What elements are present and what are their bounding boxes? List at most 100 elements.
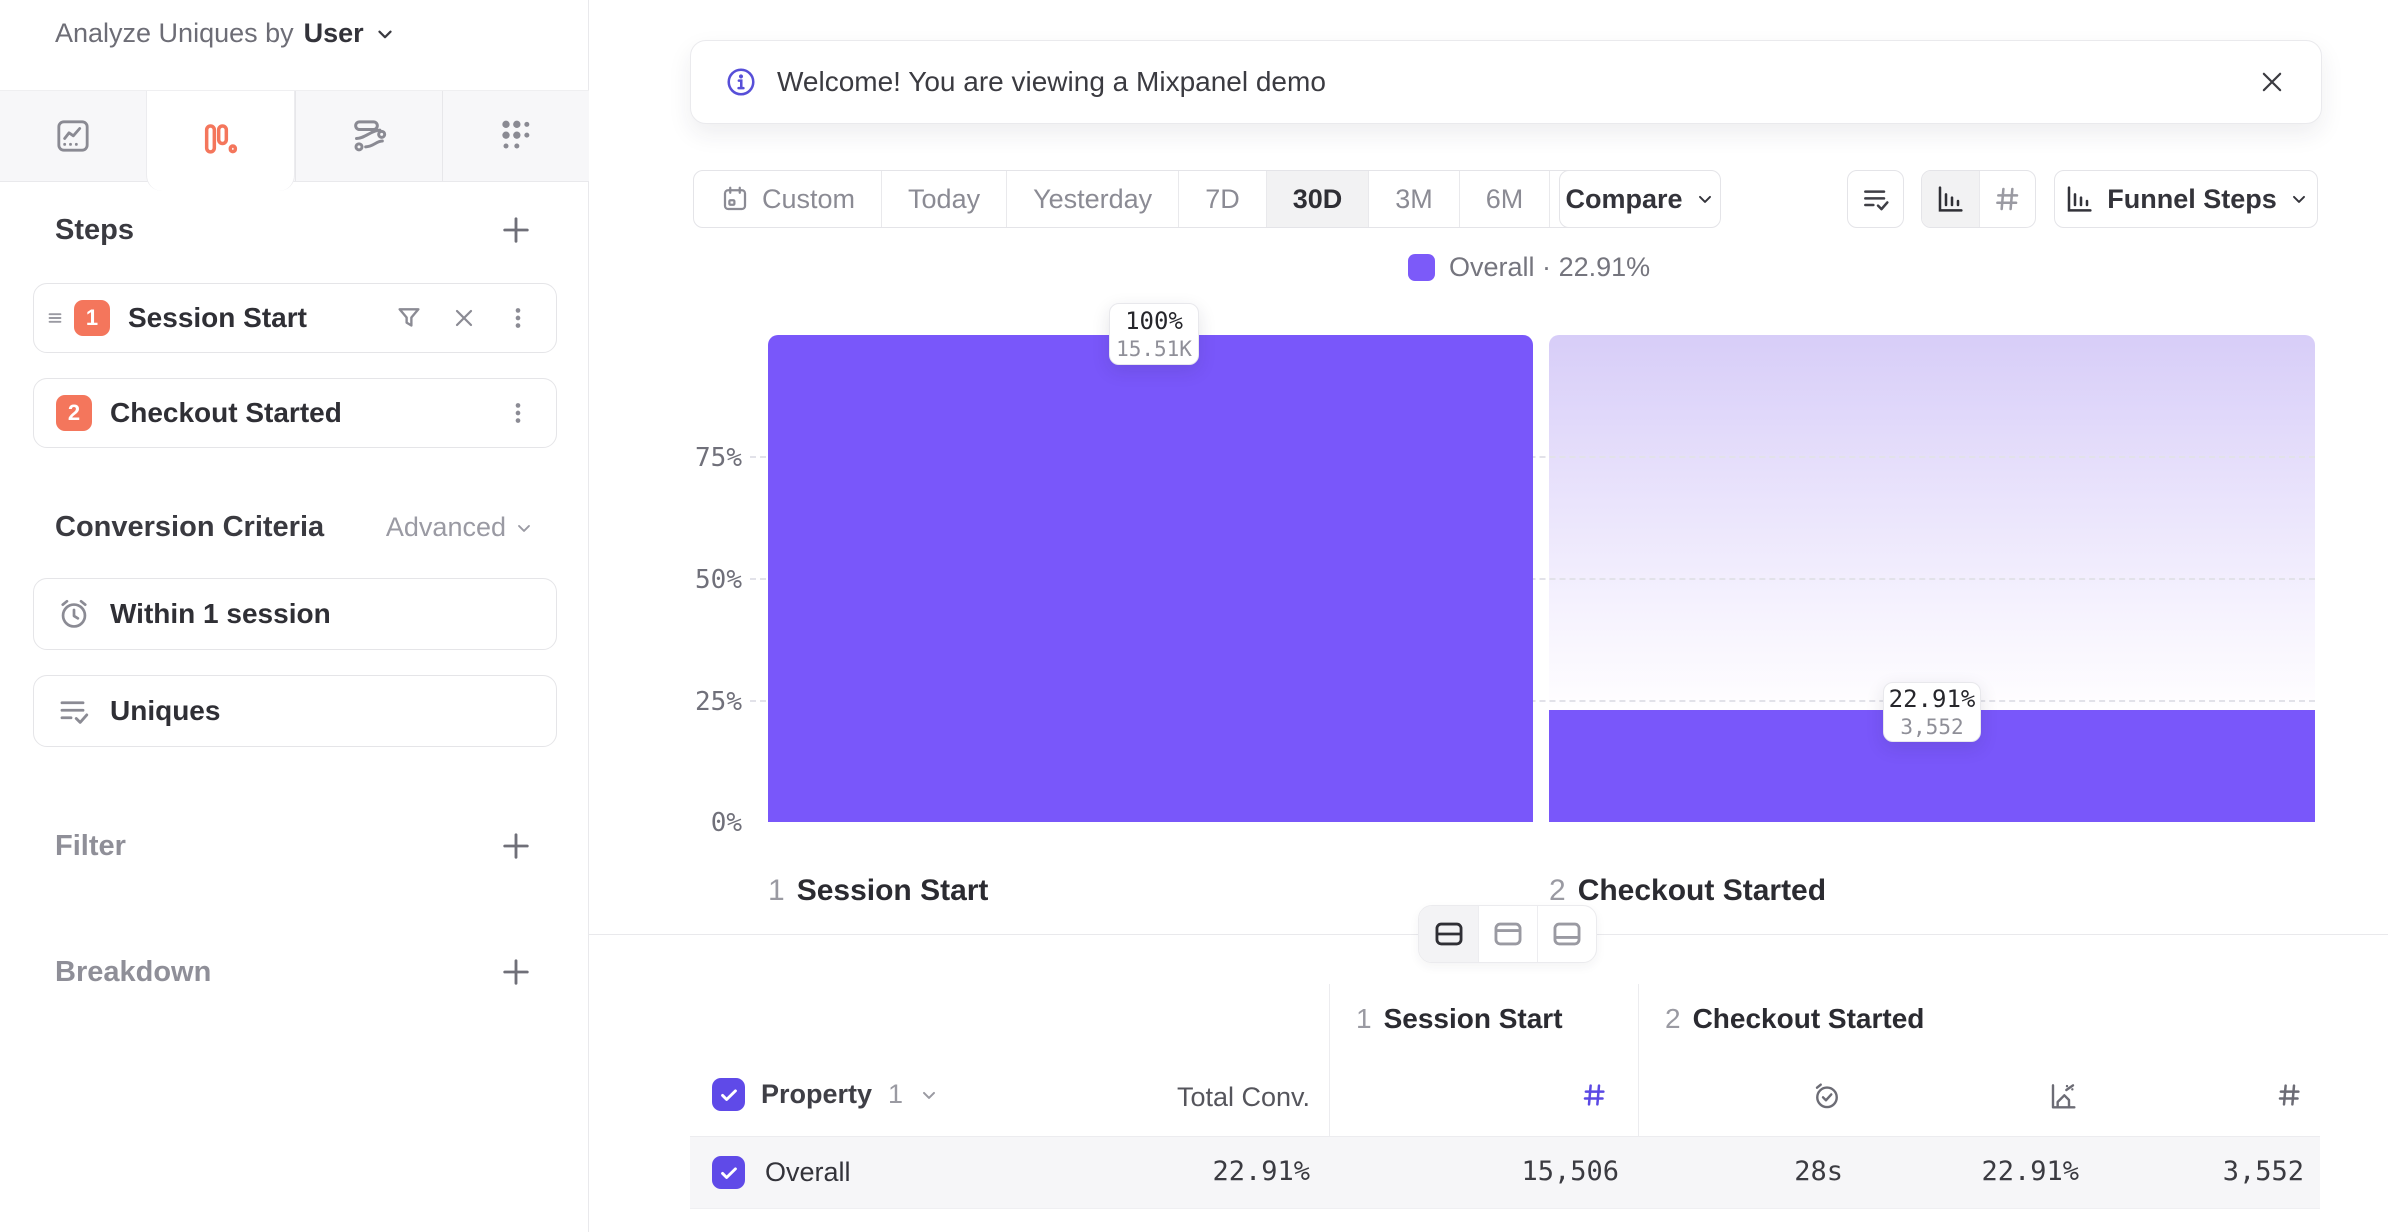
close-icon[interactable] bbox=[2257, 67, 2287, 97]
bar-chart-icon bbox=[2063, 183, 2095, 215]
funnel-bar-session-start[interactable] bbox=[768, 335, 1533, 822]
tooltip-percent: 100% bbox=[1125, 307, 1183, 335]
avg-time-column-header[interactable] bbox=[1753, 1080, 1843, 1112]
conversion-window-card[interactable]: Within 1 session bbox=[33, 578, 557, 650]
step-name: Checkout Started bbox=[1692, 1003, 1925, 1034]
calendar-icon bbox=[720, 184, 750, 214]
split-view-toggle[interactable] bbox=[1419, 906, 1478, 962]
advanced-label: Advanced bbox=[385, 512, 506, 542]
step-card-2[interactable]: 2 Checkout Started bbox=[33, 378, 557, 448]
breakdown-title: Breakdown bbox=[55, 955, 212, 988]
step-number: 2 bbox=[1665, 1003, 1681, 1034]
funnels-icon bbox=[200, 121, 240, 161]
date-range-label: 6M bbox=[1485, 183, 1524, 214]
select-all-checkbox[interactable] bbox=[712, 1078, 745, 1111]
tab-flows[interactable] bbox=[294, 91, 442, 181]
row-checkbox[interactable] bbox=[712, 1156, 745, 1189]
step-menu-kebab-icon[interactable] bbox=[504, 304, 532, 332]
add-step-button[interactable] bbox=[498, 212, 534, 248]
add-breakdown-button[interactable] bbox=[498, 954, 534, 990]
chevron-down-icon[interactable] bbox=[374, 23, 396, 45]
date-range-label: Custom bbox=[762, 183, 856, 214]
property-selector[interactable]: Property 1 bbox=[712, 1078, 939, 1111]
counting-method-card[interactable]: Uniques bbox=[33, 675, 557, 747]
step-number: 1 bbox=[768, 874, 785, 907]
uniques-toggle-button[interactable] bbox=[1847, 170, 1904, 228]
tooltip-count: 15.51K bbox=[1116, 337, 1192, 361]
remove-step-icon[interactable] bbox=[450, 304, 478, 332]
property-number: 1 bbox=[888, 1079, 904, 1109]
legend-swatch bbox=[1408, 254, 1435, 281]
legend-series-value: 22.91% bbox=[1558, 252, 1651, 282]
drag-handle-icon[interactable] bbox=[42, 305, 68, 331]
y-axis-tick-0: 0% bbox=[710, 808, 742, 838]
compare-label: Compare bbox=[1565, 183, 1683, 214]
date-range-custom[interactable]: Custom bbox=[694, 171, 881, 227]
count-column-header[interactable] bbox=[2214, 1080, 2304, 1110]
filter-step-icon[interactable] bbox=[394, 303, 424, 333]
step-number: 1 bbox=[1356, 1003, 1372, 1034]
date-range-label: Today bbox=[908, 183, 981, 214]
date-range-yesterday[interactable]: Yesterday bbox=[1006, 171, 1178, 227]
cell-conv-rate: 22.91% bbox=[1981, 1156, 2079, 1187]
alarm-clock-icon bbox=[56, 596, 92, 632]
tooltip-count: 3,552 bbox=[1900, 715, 1964, 739]
step-number-badge: 2 bbox=[56, 395, 92, 431]
add-filter-button[interactable] bbox=[498, 828, 534, 864]
analyze-prefix-label: Analyze Uniques by bbox=[55, 18, 294, 48]
date-range-label: 7D bbox=[1205, 183, 1240, 214]
analyze-entity-dropdown[interactable]: User bbox=[303, 18, 364, 48]
chart-legend-item[interactable]: Overall · 22.91% bbox=[1408, 252, 1650, 283]
query-sidebar: Analyze Uniques by User bbox=[0, 0, 589, 1232]
date-range-selector: Custom Today Yesterday 7D 30D 3M 6M 12M bbox=[693, 170, 1656, 228]
legend-separator: · bbox=[1542, 252, 1552, 282]
table-group-header-step-1: 1 Session Start bbox=[1356, 1003, 1563, 1035]
retention-icon bbox=[496, 116, 536, 156]
bar-view-toggle[interactable] bbox=[1922, 171, 1979, 227]
advanced-dropdown[interactable]: Advanced bbox=[386, 512, 534, 543]
y-axis-tick-25: 25% bbox=[695, 687, 742, 717]
hash-icon bbox=[2274, 1080, 2304, 1110]
conversion-criteria-title: Conversion Criteria bbox=[55, 511, 325, 543]
step-event-name[interactable]: Checkout Started bbox=[110, 397, 342, 428]
conversion-window-label: Within 1 session bbox=[110, 598, 331, 629]
table-only-toggle[interactable] bbox=[1537, 906, 1596, 962]
step-number: 2 bbox=[1549, 874, 1566, 907]
conv-rate-column-header[interactable] bbox=[1989, 1080, 2079, 1112]
compare-button[interactable]: Compare bbox=[1559, 170, 1721, 228]
flows-icon bbox=[349, 116, 389, 156]
tooltip-percent: 22.91% bbox=[1888, 685, 1976, 713]
uniques-list-check-icon bbox=[56, 693, 92, 729]
date-range-3m[interactable]: 3M bbox=[1368, 171, 1459, 227]
step-card-1[interactable]: 1 Session Start bbox=[33, 283, 557, 353]
alarm-check-icon bbox=[1811, 1080, 1843, 1112]
step-menu-kebab-icon[interactable] bbox=[504, 399, 532, 427]
funnel-percent-icon bbox=[2047, 1080, 2079, 1112]
date-range-today[interactable]: Today bbox=[881, 171, 1006, 227]
date-range-7d[interactable]: 7D bbox=[1178, 171, 1266, 227]
breakdown-section-header: Breakdown bbox=[55, 954, 534, 990]
bar-chart-icon bbox=[1934, 183, 1966, 215]
report-type-tabs bbox=[0, 90, 589, 191]
count-column-header-selected[interactable] bbox=[1519, 1080, 1609, 1110]
hash-icon bbox=[1991, 183, 2023, 215]
funnel-steps-view-dropdown[interactable]: Funnel Steps bbox=[2054, 170, 2318, 228]
insights-icon bbox=[53, 116, 93, 156]
chart-only-toggle[interactable] bbox=[1478, 906, 1537, 962]
date-range-6m[interactable]: 6M bbox=[1458, 171, 1550, 227]
date-range-30d-selected[interactable]: 30D bbox=[1265, 171, 1369, 227]
step-name: Checkout Started bbox=[1577, 874, 1827, 907]
tab-retention[interactable] bbox=[441, 91, 589, 181]
number-view-toggle[interactable] bbox=[1978, 171, 2036, 227]
table-row-overall[interactable]: Overall bbox=[690, 1137, 2320, 1209]
step-number-badge: 1 bbox=[74, 300, 110, 336]
tab-insights[interactable] bbox=[0, 91, 146, 181]
tab-funnels[interactable] bbox=[146, 91, 295, 191]
step-event-name[interactable]: Session Start bbox=[128, 302, 307, 333]
total-conv-column-header[interactable]: Total Conv. bbox=[1176, 1082, 1310, 1112]
table-header-row bbox=[690, 1044, 2320, 1137]
chart-only-icon bbox=[1491, 917, 1525, 951]
split-view-icon bbox=[1432, 917, 1466, 951]
bar-value-tooltip-2: 22.91% 3,552 bbox=[1883, 682, 1981, 742]
cell-total-conv: 22.91% bbox=[1212, 1156, 1310, 1187]
